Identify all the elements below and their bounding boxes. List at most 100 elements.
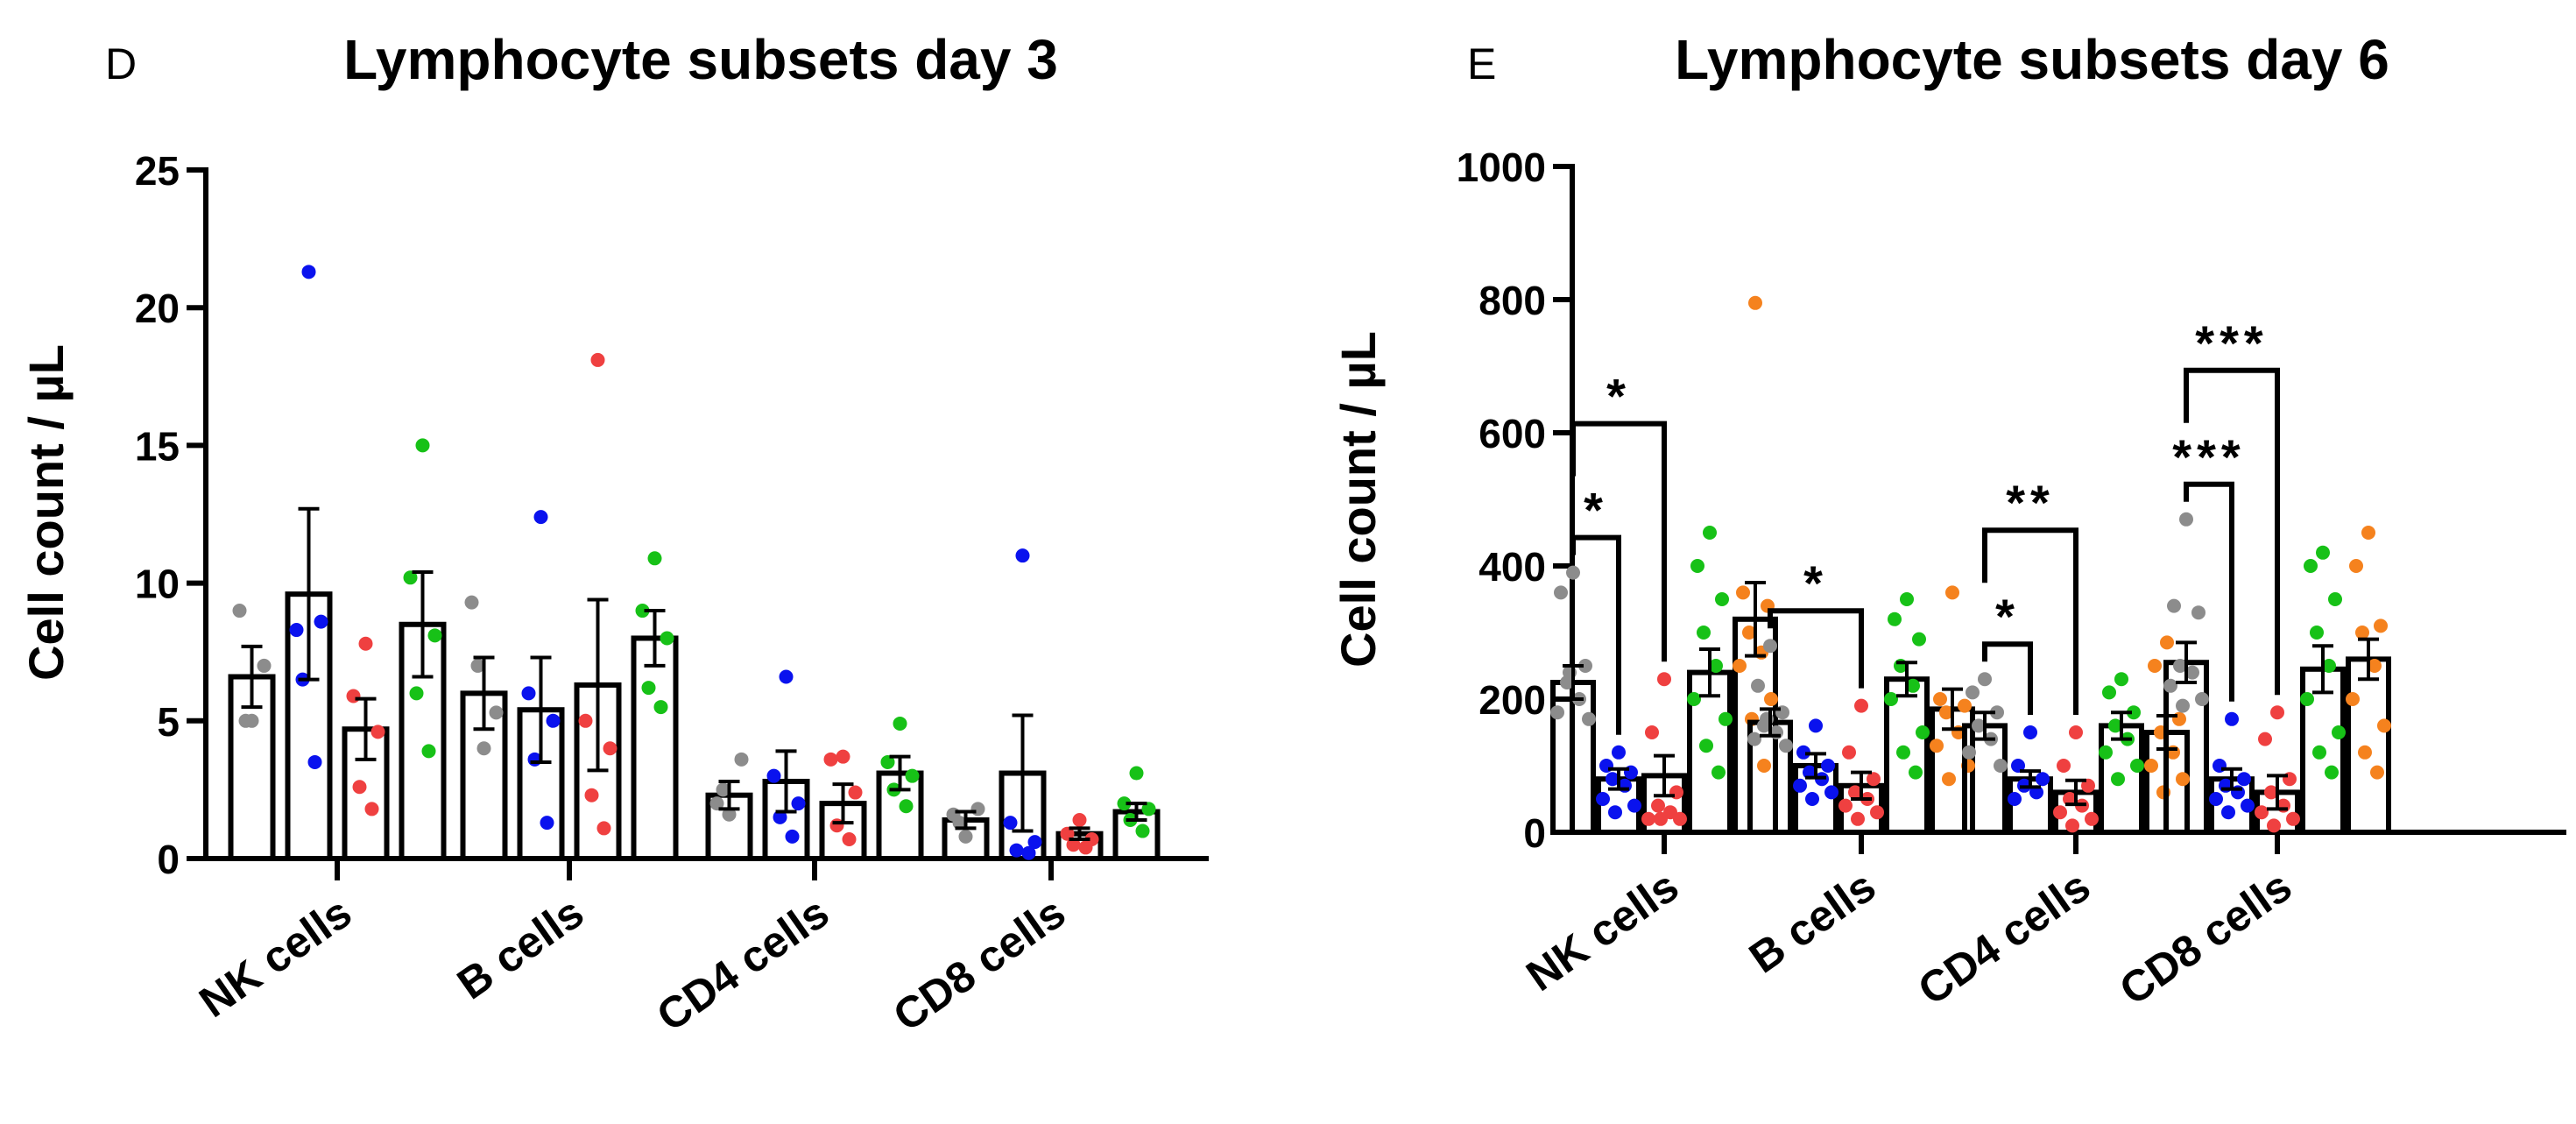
data-point: [2057, 759, 2071, 773]
data-point: [1779, 739, 1793, 753]
data-point: [540, 816, 554, 831]
data-point: [1763, 639, 1777, 654]
data-point: [1654, 811, 1668, 826]
data-point: [785, 829, 800, 844]
data-point: [2179, 512, 2193, 527]
y-tick-label: 0: [157, 837, 180, 882]
significance-label: ***: [2172, 429, 2245, 484]
chart-title: Lymphocyte subsets day 6: [1675, 28, 2389, 91]
panel-letter: E: [1467, 39, 1496, 88]
data-point: [1930, 739, 1944, 753]
data-point: [2300, 692, 2314, 706]
y-tick-label: 0: [1523, 810, 1546, 856]
data-point: [427, 628, 442, 643]
data-point: [2176, 698, 2190, 713]
data-point: [2008, 792, 2022, 806]
data-point: [1748, 295, 1762, 310]
data-point: [1867, 772, 1881, 787]
data-point: [899, 799, 914, 814]
data-point: [1709, 659, 1723, 673]
data-point: [1842, 745, 1856, 760]
data-point: [2377, 718, 2391, 733]
data-point: [1129, 766, 1144, 781]
x-tick-label: NK cells: [191, 887, 361, 1027]
data-point: [421, 744, 436, 759]
data-point: [2163, 678, 2177, 693]
data-point: [1736, 585, 1750, 600]
data-point: [1838, 798, 1853, 813]
data-point: [2053, 805, 2067, 820]
y-tick-label: 15: [135, 423, 180, 469]
data-point: [358, 636, 373, 651]
data-point: [1596, 792, 1610, 806]
data-point: [1793, 778, 1807, 793]
data-point: [823, 752, 838, 767]
data-point: [533, 510, 548, 525]
data-point: [2114, 672, 2128, 687]
x-tick-label: B cells: [448, 887, 592, 1008]
data-point: [2355, 626, 2369, 640]
data-point: [2029, 785, 2043, 800]
data-point: [1906, 678, 1920, 693]
data-point: [1711, 765, 1726, 780]
data-point: [1606, 772, 1620, 787]
data-point: [880, 754, 895, 769]
y-tick-label: 10: [135, 562, 180, 607]
data-point: [584, 788, 599, 802]
data-point: [464, 595, 479, 610]
y-tick-label: 800: [1479, 278, 1546, 323]
data-point: [1824, 785, 1838, 800]
data-point: [1627, 798, 1641, 813]
data-point: [2325, 765, 2339, 780]
data-point: [2258, 732, 2272, 746]
data-point: [1078, 840, 1093, 855]
data-point: [1747, 732, 1761, 746]
data-point: [476, 741, 491, 756]
data-point: [2264, 785, 2278, 800]
data-point: [489, 705, 504, 720]
data-point: [1673, 811, 1687, 826]
data-point: [2361, 526, 2375, 540]
y-tick-label: 1000: [1457, 145, 1546, 190]
y-tick-label: 400: [1479, 544, 1546, 590]
significance-bracket: [2184, 367, 2280, 696]
y-axis-label: Cell count / µL: [18, 344, 74, 681]
y-tick-label: 600: [1479, 411, 1546, 456]
bar: [2346, 656, 2391, 836]
data-point: [1848, 785, 1862, 800]
data-point: [1021, 845, 1036, 860]
data-point: [2255, 805, 2269, 820]
data-point: [1009, 843, 1024, 858]
data-point: [1916, 725, 1930, 739]
data-point: [952, 816, 967, 831]
data-point: [2270, 705, 2284, 720]
data-point: [709, 796, 724, 811]
data-point: [716, 782, 730, 797]
x-tick-label: CD4 cells: [1909, 861, 2100, 1014]
data-point: [1966, 685, 1980, 700]
data-point: [1884, 692, 1898, 706]
data-point: [893, 716, 907, 731]
data-point: [2099, 745, 2113, 760]
data-point: [2370, 765, 2384, 780]
data-point: [1687, 692, 1701, 706]
data-point: [1809, 718, 1823, 733]
data-point: [1764, 692, 1778, 706]
data-point: [2085, 811, 2099, 826]
data-point: [1896, 745, 1910, 760]
data-point: [1641, 811, 1655, 826]
significance-bracket: [1982, 527, 2078, 715]
data-point: [2312, 745, 2326, 760]
data-point: [1933, 692, 1947, 706]
data-point: [2173, 659, 2187, 673]
data-point: [1141, 802, 1156, 816]
significance-label: **: [2006, 475, 2055, 530]
data-point: [2063, 792, 2077, 806]
data-point: [773, 809, 787, 824]
data-point: [1958, 698, 1972, 713]
data-point: [1066, 838, 1081, 852]
data-point: [1651, 798, 1665, 813]
data-point: [2316, 545, 2330, 560]
data-point: [1742, 626, 1756, 640]
data-point: [2111, 772, 2125, 787]
